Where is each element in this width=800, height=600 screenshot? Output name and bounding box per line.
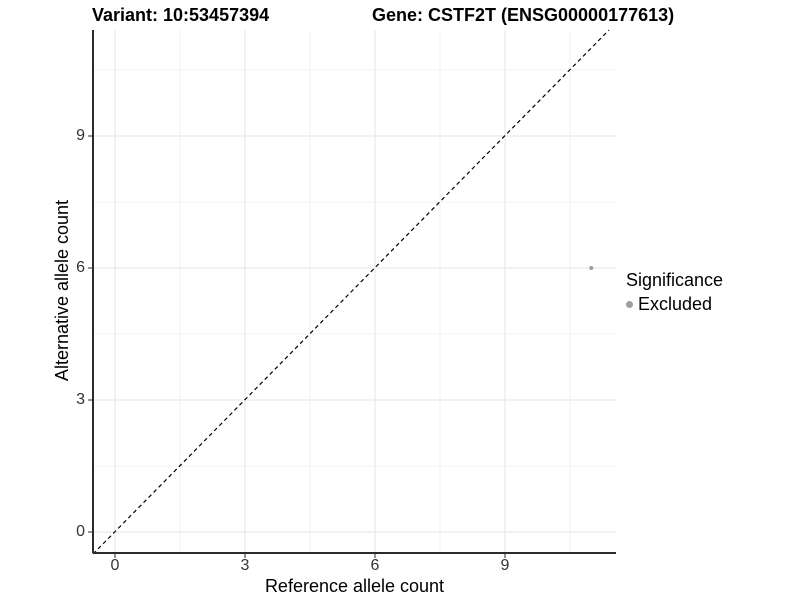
y-tick-label: 6 [76,259,85,276]
data-point [589,266,594,270]
legend-item-excluded: Excluded [626,294,723,315]
legend: Significance Excluded [626,270,723,315]
plot-title-gene: Gene: CSTF2T (ENSG00000177613) [372,5,675,25]
plot-title-variant: Variant: 10:53457394 [92,5,270,25]
tick-marks [88,135,506,558]
x-tick-label: 9 [500,557,510,574]
y-tick-label: 0 [76,523,85,540]
legend-title: Significance [626,270,724,290]
x-tick-label: 3 [240,557,250,574]
axis-lines [92,30,616,554]
excluded-point-icon [626,301,633,308]
y-axis-title: Alternative allele count [52,199,72,382]
x-axis-title: Reference allele count [264,576,445,596]
y-tick-label: 3 [76,391,85,408]
grid-major [93,30,616,552]
y-tick-label: 9 [76,127,85,144]
legend-item-label: Excluded [638,294,713,314]
x-tick-label: 6 [370,557,380,574]
x-tick-label: 0 [110,557,120,574]
grid-minor [93,30,616,552]
identity-line [92,29,610,555]
